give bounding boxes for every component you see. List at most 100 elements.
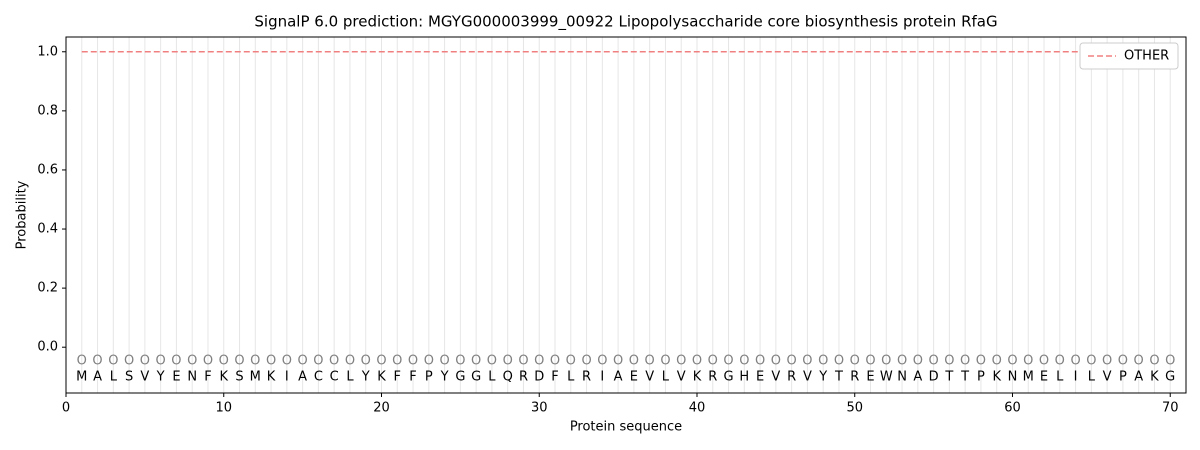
predicted-label: O — [108, 354, 118, 369]
residue-label: L — [662, 370, 670, 385]
predicted-label: O — [581, 354, 591, 369]
y-tick-label: 0.0 — [37, 340, 58, 355]
residue-label: W — [880, 370, 893, 385]
predicted-label: O — [518, 354, 528, 369]
y-tick-label: 1.0 — [37, 44, 58, 59]
residue-label: L — [346, 370, 354, 385]
predicted-label: O — [1023, 354, 1033, 369]
residue-label: Y — [156, 370, 165, 385]
predicted-label: O — [960, 354, 970, 369]
residue-label: I — [600, 370, 604, 385]
predicted-label: O — [865, 354, 875, 369]
residue-label: P — [977, 370, 985, 385]
predicted-label: O — [723, 354, 733, 369]
y-axis-label: Probability — [15, 180, 30, 249]
residue-label: R — [708, 370, 717, 385]
residue-label: N — [897, 370, 907, 385]
predicted-label: O — [487, 354, 497, 369]
predicted-label: O — [424, 354, 434, 369]
residue-label: L — [567, 370, 575, 385]
predicted-label: O — [171, 354, 181, 369]
predicted-label: O — [219, 354, 229, 369]
residue-label: G — [723, 370, 733, 385]
residue-label: M — [76, 370, 87, 385]
residue-label: K — [992, 370, 1001, 385]
predicted-label: O — [660, 354, 670, 369]
predicted-label: O — [881, 354, 891, 369]
residue-label: L — [488, 370, 496, 385]
predicted-label: O — [1149, 354, 1159, 369]
predicted-label: O — [1118, 354, 1128, 369]
predicted-label: O — [77, 354, 87, 369]
residue-label: L — [110, 370, 118, 385]
residue-label: D — [929, 370, 939, 385]
x-tick-label: 70 — [1162, 401, 1179, 416]
x-tick-label: 10 — [215, 401, 232, 416]
predicted-label: O — [1165, 354, 1175, 369]
residue-label: N — [1008, 370, 1018, 385]
predicted-label: O — [1086, 354, 1096, 369]
predicted-label: O — [787, 354, 797, 369]
predicted-label: O — [534, 354, 544, 369]
predicted-label: O — [376, 354, 386, 369]
residue-label: K — [267, 370, 276, 385]
residue-label: E — [1040, 370, 1048, 385]
residue-label: T — [834, 370, 843, 385]
residue-label: A — [93, 370, 102, 385]
predicted-label: O — [629, 354, 639, 369]
residue-label: S — [125, 370, 133, 385]
residue-label: S — [235, 370, 243, 385]
residue-label: K — [377, 370, 386, 385]
predicted-label: O — [156, 354, 166, 369]
predicted-label: O — [1055, 354, 1065, 369]
predicted-label: O — [329, 354, 339, 369]
residue-label: F — [394, 370, 401, 385]
y-tick-label: 0.2 — [37, 281, 58, 296]
residue-label: T — [944, 370, 953, 385]
residue-label: R — [519, 370, 528, 385]
residue-label: M — [250, 370, 261, 385]
residue-label: G — [471, 370, 481, 385]
residue-label: L — [1056, 370, 1064, 385]
residue-label: C — [314, 370, 323, 385]
predicted-label: O — [408, 354, 418, 369]
predicted-label: O — [992, 354, 1002, 369]
predicted-label: O — [913, 354, 923, 369]
predicted-label: O — [944, 354, 954, 369]
residue-label: G — [1165, 370, 1175, 385]
x-tick-label: 0 — [62, 401, 70, 416]
predicted-label: O — [550, 354, 560, 369]
residue-label: F — [409, 370, 416, 385]
residue-label: R — [787, 370, 796, 385]
x-tick-label: 60 — [1004, 401, 1021, 416]
predicted-label: O — [928, 354, 938, 369]
predicted-label: O — [1070, 354, 1080, 369]
predicted-label: O — [771, 354, 781, 369]
predicted-label: O — [471, 354, 481, 369]
residue-label: D — [534, 370, 544, 385]
residue-label: A — [298, 370, 307, 385]
predicted-label: O — [1102, 354, 1112, 369]
residue-label: N — [187, 370, 197, 385]
predicted-label: O — [187, 354, 197, 369]
residue-label: E — [756, 370, 764, 385]
residue-label: C — [330, 370, 339, 385]
y-tick-label: 0.4 — [37, 222, 58, 237]
residue-label: K — [693, 370, 702, 385]
residue-label: V — [771, 370, 780, 385]
x-axis-label: Protein sequence — [570, 420, 682, 435]
predicted-label: O — [692, 354, 702, 369]
predicted-label: O — [613, 354, 623, 369]
predicted-label: O — [455, 354, 465, 369]
predicted-label: O — [566, 354, 576, 369]
residue-label: I — [285, 370, 289, 385]
predicted-label: O — [439, 354, 449, 369]
residue-label: E — [866, 370, 874, 385]
predicted-label: O — [503, 354, 513, 369]
predicted-label: O — [976, 354, 986, 369]
residue-label: V — [677, 370, 686, 385]
predicted-label: O — [645, 354, 655, 369]
residue-label: E — [630, 370, 638, 385]
